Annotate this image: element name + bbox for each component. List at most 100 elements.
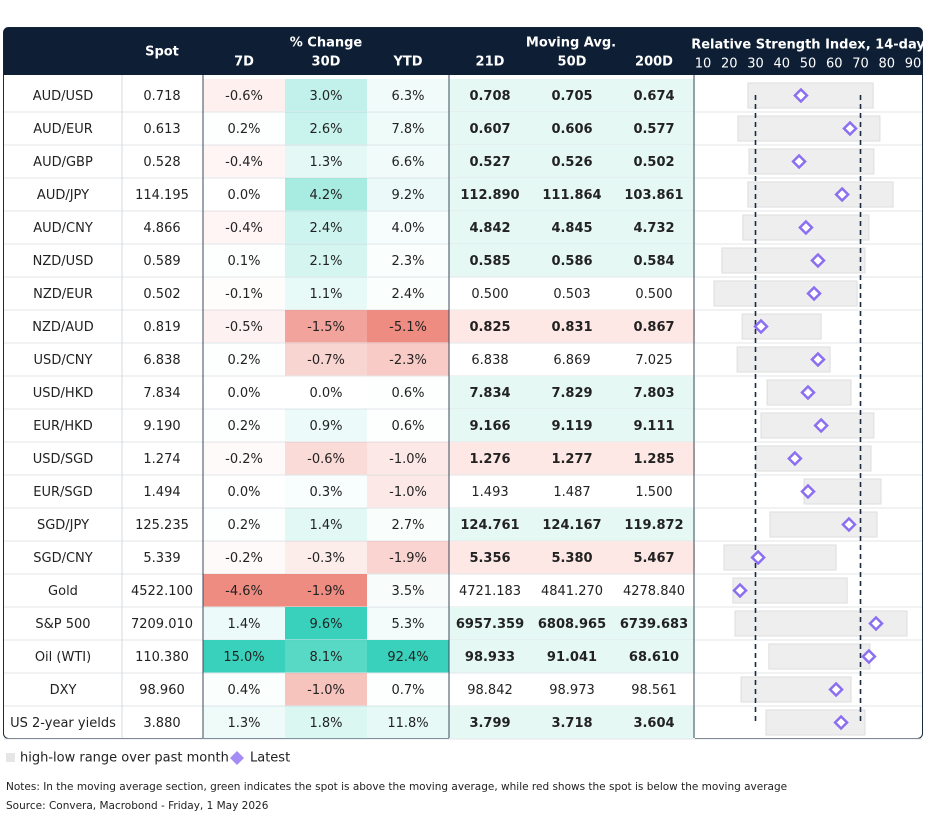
moving-avg: 98.933 bbox=[465, 650, 515, 665]
heat-cell bbox=[285, 673, 367, 706]
change: -0.4% bbox=[225, 221, 263, 236]
heat-cell bbox=[203, 607, 285, 640]
notes: Notes: In the moving average section, gr… bbox=[6, 781, 787, 793]
change: 1.1% bbox=[309, 287, 342, 302]
heat-cell bbox=[367, 178, 449, 211]
latest-marker bbox=[806, 285, 822, 302]
range-bar bbox=[766, 379, 852, 406]
row-label: AUD/CNY bbox=[33, 221, 93, 236]
ma-cell bbox=[531, 409, 613, 442]
moving-avg: 1.493 bbox=[471, 485, 508, 500]
heat-cell bbox=[367, 310, 449, 343]
moving-avg: 7.834 bbox=[469, 386, 510, 401]
ma-cell bbox=[449, 145, 531, 178]
heat-cell bbox=[367, 640, 449, 673]
moving-avg: 6.869 bbox=[553, 353, 590, 368]
change: 0.2% bbox=[227, 353, 260, 368]
moving-avg: 91.041 bbox=[547, 650, 597, 665]
heat-cell bbox=[367, 145, 449, 178]
moving-avg: 124.167 bbox=[542, 518, 601, 533]
header: Relative Strength Index, 14-day bbox=[691, 38, 925, 53]
latest-marker bbox=[753, 318, 769, 335]
heat-cell bbox=[285, 178, 367, 211]
moving-avg: 124.761 bbox=[460, 518, 519, 533]
ma-cell bbox=[449, 79, 531, 112]
ma-cell bbox=[613, 607, 695, 640]
change: -0.6% bbox=[225, 89, 263, 104]
change: 2.6% bbox=[309, 122, 342, 137]
ma-cell bbox=[613, 211, 695, 244]
moving-avg: 0.585 bbox=[469, 254, 510, 269]
row-label: US 2-year yields bbox=[10, 716, 116, 731]
heat-cell bbox=[367, 112, 449, 145]
change: -0.5% bbox=[225, 320, 263, 335]
change: 2.4% bbox=[309, 221, 342, 236]
moving-avg: 1.500 bbox=[635, 485, 672, 500]
moving-avg: 119.872 bbox=[624, 518, 683, 533]
ma-cell bbox=[449, 508, 531, 541]
latest-marker bbox=[732, 582, 748, 599]
latest-marker bbox=[813, 417, 829, 434]
change: 8.1% bbox=[309, 650, 342, 665]
change: 3.5% bbox=[391, 584, 424, 599]
change: 15.0% bbox=[223, 650, 264, 665]
range-bar bbox=[732, 577, 848, 604]
moving-avg: 0.867 bbox=[633, 320, 674, 335]
header: YTD bbox=[392, 55, 422, 70]
change: 0.6% bbox=[391, 386, 424, 401]
moving-avg: 6957.359 bbox=[456, 617, 524, 632]
latest-marker bbox=[833, 714, 849, 731]
row-label: USD/SGD bbox=[33, 452, 94, 467]
moving-avg: 0.500 bbox=[635, 287, 672, 302]
moving-avg: 0.606 bbox=[551, 122, 592, 137]
ma-cell bbox=[531, 112, 613, 145]
moving-avg: 68.610 bbox=[629, 650, 679, 665]
ma-cell bbox=[531, 211, 613, 244]
moving-avg: 5.356 bbox=[469, 551, 510, 566]
change: -1.5% bbox=[307, 320, 345, 335]
range-bar bbox=[769, 511, 878, 538]
change: 92.4% bbox=[387, 650, 428, 665]
latest-marker bbox=[868, 615, 884, 632]
header-bar bbox=[3, 27, 923, 75]
change: 0.3% bbox=[309, 485, 342, 500]
ma-cell bbox=[531, 442, 613, 475]
ma-cell bbox=[613, 79, 695, 112]
moving-avg: 4.842 bbox=[469, 221, 510, 236]
ma-cell bbox=[613, 508, 695, 541]
x-tick-label: 90 bbox=[905, 57, 922, 72]
header: 21D bbox=[476, 55, 505, 70]
moving-avg: 111.864 bbox=[542, 188, 601, 203]
ma-cell bbox=[613, 541, 695, 574]
latest-marker bbox=[791, 153, 807, 170]
moving-avg: 0.500 bbox=[471, 287, 508, 302]
change: -0.7% bbox=[307, 353, 345, 368]
latest-marker bbox=[842, 120, 858, 137]
x-tick-label: 10 bbox=[695, 57, 712, 72]
range-bar bbox=[737, 115, 881, 142]
row-label: NZD/USD bbox=[33, 254, 94, 269]
row-label: NZD/AUD bbox=[32, 320, 93, 335]
ma-cell bbox=[613, 244, 695, 277]
heat-cell bbox=[203, 211, 285, 244]
moving-avg: 3.604 bbox=[633, 716, 674, 731]
ma-cell bbox=[531, 178, 613, 211]
spot: 7209.010 bbox=[131, 617, 193, 632]
x-tick-label: 80 bbox=[878, 57, 895, 72]
moving-avg: 9.166 bbox=[469, 419, 510, 434]
ma-cell bbox=[449, 442, 531, 475]
heat-cell bbox=[203, 310, 285, 343]
x-tick-label: 50 bbox=[800, 57, 817, 72]
moving-avg: 3.718 bbox=[551, 716, 592, 731]
moving-avg: 5.380 bbox=[551, 551, 592, 566]
header: 200D bbox=[635, 55, 673, 70]
change: 0.1% bbox=[227, 254, 260, 269]
change: 2.7% bbox=[391, 518, 424, 533]
heat-cell bbox=[285, 145, 367, 178]
latest-marker bbox=[834, 186, 850, 203]
change: 0.0% bbox=[227, 386, 260, 401]
moving-avg: 0.584 bbox=[633, 254, 674, 269]
change: 1.8% bbox=[309, 716, 342, 731]
change: 0.2% bbox=[227, 122, 260, 137]
change: -0.6% bbox=[307, 452, 345, 467]
